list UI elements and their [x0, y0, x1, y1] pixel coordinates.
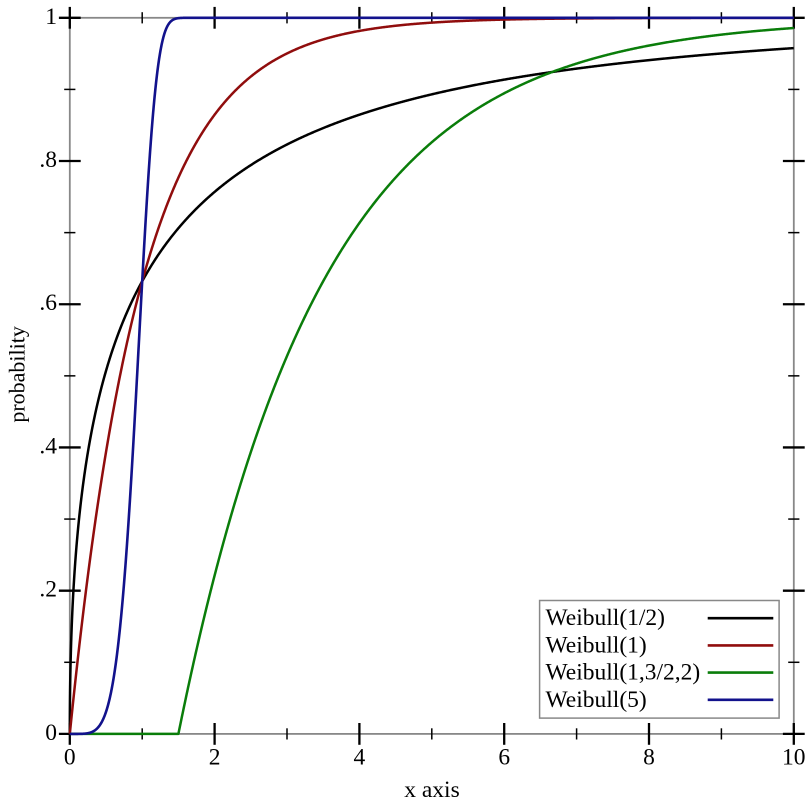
svg-text:.6: .6	[39, 290, 57, 316]
svg-text:.2: .2	[39, 577, 57, 603]
svg-text:6: 6	[498, 745, 510, 771]
svg-text:probability: probability	[5, 326, 30, 423]
svg-text:.8: .8	[39, 147, 57, 173]
svg-text:Weibull(1): Weibull(1)	[546, 632, 647, 658]
svg-text:0: 0	[64, 745, 76, 771]
svg-text:4: 4	[354, 745, 366, 771]
svg-text:Weibull(1,3/2,2): Weibull(1,3/2,2)	[546, 660, 701, 686]
svg-text:10: 10	[782, 745, 806, 771]
svg-text:2: 2	[209, 745, 221, 771]
svg-text:Weibull(1/2): Weibull(1/2)	[546, 605, 666, 631]
svg-text:1: 1	[45, 4, 57, 30]
svg-text:x axis: x axis	[404, 777, 459, 803]
svg-text:Weibull(5): Weibull(5)	[546, 687, 647, 713]
svg-text:.4: .4	[39, 434, 57, 460]
svg-text:8: 8	[643, 745, 655, 771]
svg-text:0: 0	[45, 720, 57, 746]
